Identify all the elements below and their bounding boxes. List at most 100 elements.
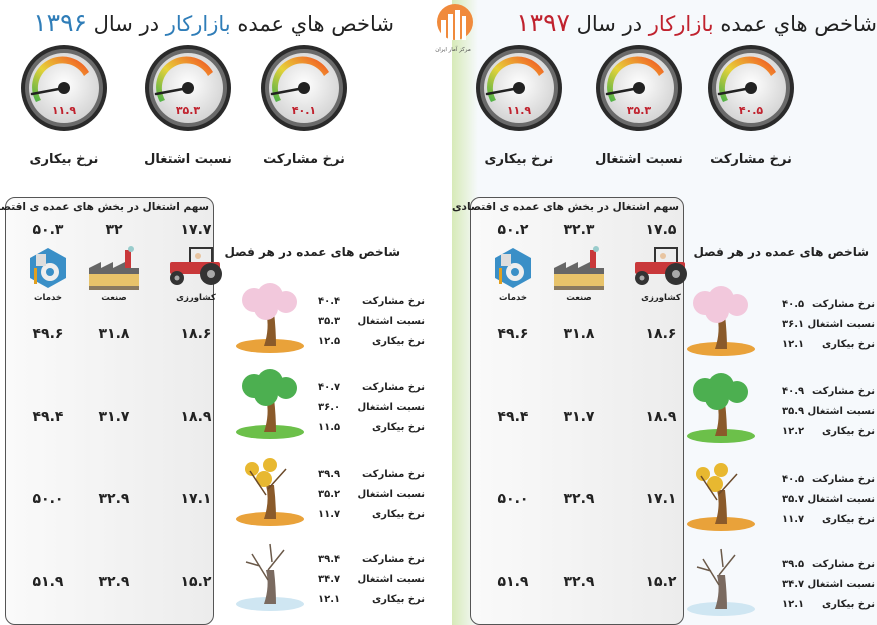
season-indicator-label: نرخ بیکاری bbox=[372, 336, 425, 347]
season-indicator-value: ۳۶.۰ bbox=[318, 402, 341, 413]
season-indicator-value: ۱۲.۱ bbox=[782, 599, 805, 610]
logo-text: مرکز آمار ایران bbox=[435, 47, 471, 53]
tree-winter-icon bbox=[230, 540, 306, 616]
gauge-value: ۱۱.۹ bbox=[506, 104, 532, 117]
sector-seasonal-value: ۳۲.۹ bbox=[98, 491, 130, 507]
gauge-dial-icon bbox=[475, 44, 563, 136]
gauge-label: نسبت اشتغال bbox=[144, 152, 232, 167]
title-middle: در سال bbox=[569, 12, 649, 36]
gauge-value: ۳۵.۳ bbox=[175, 104, 201, 117]
season-indicator-label: نرخ مشارکت bbox=[362, 382, 425, 393]
sector-label: کشاورزی bbox=[641, 293, 681, 303]
services-gear-icon bbox=[481, 246, 545, 294]
tree-winter-icon bbox=[681, 545, 757, 621]
tree-autumn-icon bbox=[681, 460, 757, 536]
seasons-title: شاخص های عمده در هر فصل bbox=[693, 245, 869, 259]
sector-seasonal-value: ۵۰.۰ bbox=[32, 491, 64, 507]
season-indicator-value: ۱۱.۷ bbox=[782, 514, 805, 525]
sector-table-title: سهم اشتغال در بخش های عمده ی اقتصادی bbox=[451, 201, 679, 213]
tractor-icon bbox=[164, 246, 228, 290]
season-indicator-value: ۳۶.۱ bbox=[782, 319, 805, 330]
title-year: ۱۳۹۷ bbox=[516, 8, 570, 37]
sector-seasonal-value: ۱۸.۹ bbox=[180, 409, 212, 425]
title-middle: در سال bbox=[86, 12, 166, 36]
sector-label: صنعت bbox=[101, 293, 127, 303]
season-indicator-label: نرخ بیکاری bbox=[372, 594, 425, 605]
gauge-dial-icon bbox=[144, 44, 232, 136]
gauge-value: ۳۵.۳ bbox=[626, 104, 652, 117]
gauge-label: نرخ مشارکت bbox=[263, 152, 345, 167]
sector-employment-table: سهم اشتغال در بخش های عمده ی اقتصادی ۵۰.۳… bbox=[0, 197, 222, 625]
sector-seasonal-value: ۵۰.۰ bbox=[497, 491, 529, 507]
sector-label: خدمات bbox=[498, 293, 528, 303]
season-indicator-value: ۱۲.۵ bbox=[318, 336, 341, 347]
season-indicator-value: ۱۱.۵ bbox=[318, 422, 341, 433]
gauge-label: نرخ بیکاری bbox=[29, 152, 99, 167]
season-indicator-label: نرخ بیکاری bbox=[372, 422, 425, 433]
gauge: ۴۰.۵ bbox=[707, 44, 795, 136]
tree-summer-icon bbox=[230, 368, 306, 444]
panel-title: شاخص هاي عمده بازارکار در سال ۱۳۹۶ bbox=[33, 8, 394, 37]
gauge-dial-icon bbox=[20, 44, 108, 136]
sector-seasonal-value: ۴۹.۶ bbox=[32, 326, 64, 342]
sector-seasonal-value: ۴۹.۶ bbox=[497, 326, 529, 342]
season-indicator-value: ۴۰.۵ bbox=[782, 474, 805, 485]
season-indicator-value: ۳۹.۴ bbox=[318, 554, 341, 565]
logo-chart-icon bbox=[437, 4, 473, 40]
season-indicator-label: نرخ مشارکت bbox=[812, 299, 875, 310]
season-indicator-label: نرخ بیکاری bbox=[372, 509, 425, 520]
sector-seasonal-value: ۱۸.۶ bbox=[180, 326, 212, 342]
tree-spring-icon bbox=[681, 285, 757, 361]
season-indicator-label: نرخ بیکاری bbox=[822, 599, 875, 610]
title-highlight: بازارکار bbox=[648, 12, 714, 36]
season-indicator-label: نسبت اشتغال bbox=[357, 574, 426, 585]
season-indicator-label: نرخ بیکاری bbox=[822, 514, 875, 525]
season-indicator-value: ۳۹.۵ bbox=[782, 559, 805, 570]
sector-seasonal-value: ۱۷.۱ bbox=[180, 491, 212, 507]
sector-seasonal-value: ۱۷.۱ bbox=[645, 491, 677, 507]
season-indicator-value: ۴۰.۷ bbox=[318, 382, 341, 393]
season-indicator-value: ۳۵.۹ bbox=[782, 406, 805, 417]
sector-seasonal-value: ۱۵.۲ bbox=[645, 574, 677, 590]
season-indicator-label: نرخ مشارکت bbox=[362, 469, 425, 480]
tree-spring-icon bbox=[230, 282, 306, 358]
tree-summer-icon bbox=[681, 372, 757, 448]
season-indicator-label: نرخ بیکاری bbox=[822, 339, 875, 350]
sector-seasonal-value: ۳۲.۹ bbox=[563, 574, 595, 590]
sector-label: خدمات bbox=[33, 293, 63, 303]
season-indicator-label: نسبت اشتغال bbox=[807, 319, 876, 330]
panel-1397: شاخص هاي عمده بازارکار در سال ۱۳۹۷ ۱۱.۹ ن… bbox=[452, 0, 877, 625]
season-indicator-label: نرخ مشارکت bbox=[812, 474, 875, 485]
title-prefix: شاخص هاي عمده bbox=[713, 12, 877, 36]
sector-employment-table: سهم اشتغال در بخش های عمده ی اقتصادی ۵۰.۲… bbox=[452, 197, 687, 625]
sector-seasonal-value: ۴۹.۴ bbox=[497, 409, 529, 425]
title-prefix: شاخص هاي عمده bbox=[230, 12, 394, 36]
season-indicator-value: ۴۰.۹ bbox=[782, 386, 805, 397]
title-year: ۱۳۹۶ bbox=[33, 8, 87, 37]
sector-annual-value: ۳۲ bbox=[105, 222, 123, 238]
panel-title: شاخص هاي عمده بازارکار در سال ۱۳۹۷ bbox=[516, 8, 877, 37]
season-indicator-value: ۱۲.۱ bbox=[318, 594, 341, 605]
sector-seasonal-value: ۵۱.۹ bbox=[497, 574, 529, 590]
factory-icon bbox=[547, 246, 611, 294]
sector-annual-value: ۱۷.۷ bbox=[180, 222, 212, 238]
gauge-dial-icon bbox=[707, 44, 795, 136]
sector-annual-value: ۱۷.۵ bbox=[645, 222, 677, 238]
gauge-value: ۱۱.۹ bbox=[51, 104, 77, 117]
gauge-value: ۴۰.۱ bbox=[291, 104, 317, 117]
gauge: ۱۱.۹ bbox=[20, 44, 108, 136]
sector-label: صنعت bbox=[566, 293, 592, 303]
season-indicator-value: ۳۴.۷ bbox=[318, 574, 341, 585]
season-indicator-label: نرخ مشارکت bbox=[812, 559, 875, 570]
tree-autumn-icon bbox=[230, 455, 306, 531]
season-indicator-label: نرخ بیکاری bbox=[822, 426, 875, 437]
sector-seasonal-value: ۳۱.۷ bbox=[563, 409, 595, 425]
season-indicator-label: نسبت اشتغال bbox=[357, 402, 426, 413]
services-gear-icon bbox=[16, 246, 80, 294]
season-indicator-value: ۴۰.۵ bbox=[782, 299, 805, 310]
season-indicator-label: نسبت اشتغال bbox=[357, 316, 426, 327]
factory-icon bbox=[82, 246, 146, 294]
season-indicator-value: ۳۵.۲ bbox=[318, 489, 341, 500]
sector-table-title: سهم اشتغال در بخش های عمده ی اقتصادی bbox=[0, 201, 209, 213]
gauge-label: نرخ بیکاری bbox=[484, 152, 554, 167]
